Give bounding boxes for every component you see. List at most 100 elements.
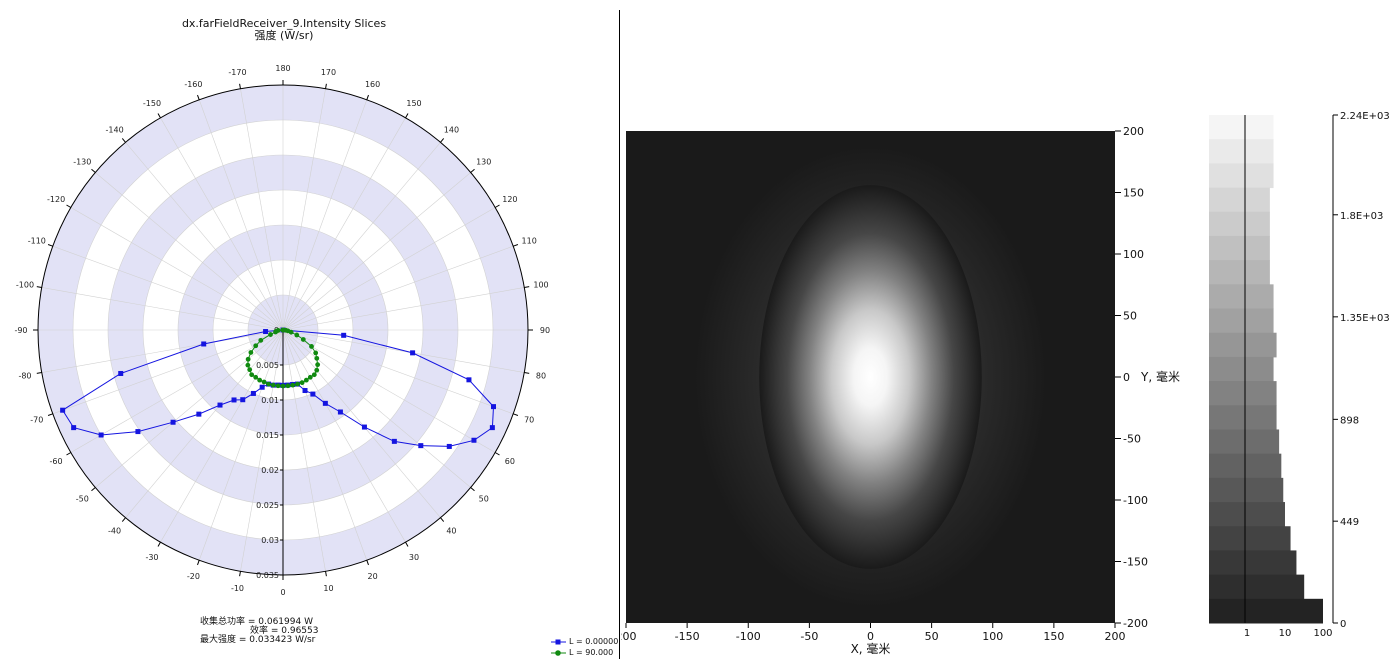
data-point bbox=[302, 388, 308, 394]
histogram-bar bbox=[1245, 235, 1270, 261]
polar-angle-tick bbox=[524, 372, 530, 374]
polar-radial-label: 0.005 bbox=[256, 361, 279, 370]
colorbar-segment bbox=[1209, 211, 1245, 237]
polar-angle-label: 50 bbox=[479, 494, 489, 503]
histogram-bar bbox=[1245, 381, 1277, 406]
polar-angle-tick bbox=[494, 452, 500, 456]
colorbar-label: 1.8E+03 bbox=[1340, 211, 1383, 222]
polar-spoke bbox=[41, 287, 284, 331]
heatmap-y-label: -200 bbox=[1123, 617, 1148, 630]
polar-stats: 收集总功率 = 0.061994 W 效率 = 0.96553 最大强度 = 0… bbox=[200, 618, 318, 645]
polar-angle-tick bbox=[157, 113, 161, 119]
polar-spoke bbox=[198, 99, 284, 331]
data-point bbox=[280, 327, 286, 333]
colorbar-segment bbox=[1209, 235, 1245, 261]
heatmap-y-label: -50 bbox=[1123, 433, 1141, 446]
polar-angle-tick bbox=[524, 286, 530, 288]
data-point bbox=[490, 404, 496, 410]
polar-spoke bbox=[282, 142, 441, 331]
polar-radial-label: 0.025 bbox=[256, 501, 279, 510]
polar-radial-label: 0.02 bbox=[261, 466, 279, 475]
data-point bbox=[98, 432, 104, 438]
polar-angle-tick bbox=[91, 168, 96, 173]
data-point bbox=[275, 383, 281, 389]
polar-spoke bbox=[282, 329, 525, 373]
polar-spoke bbox=[282, 287, 525, 331]
polar-angle-label: -80 bbox=[18, 371, 31, 380]
data-point bbox=[418, 443, 424, 449]
colorbar-label: 2.24E+03 bbox=[1340, 111, 1390, 122]
colorbar-segment bbox=[1209, 502, 1245, 527]
data-point bbox=[313, 350, 319, 356]
colorbar-segment bbox=[1209, 550, 1245, 576]
heatmap-x-label: 150 bbox=[1043, 630, 1064, 643]
polar-spoke bbox=[282, 88, 326, 331]
polar-angle-label: 80 bbox=[536, 371, 546, 380]
data-point bbox=[257, 377, 263, 383]
heatmap-spot bbox=[759, 185, 982, 569]
heatmap-x-label: -50 bbox=[800, 630, 818, 643]
polar-angle-tick bbox=[91, 487, 96, 492]
series-l0 bbox=[60, 327, 496, 449]
legend-circle-marker-icon bbox=[551, 648, 566, 658]
polar-angle-tick bbox=[470, 487, 475, 492]
polar-angle-tick bbox=[197, 94, 200, 100]
polar-angle-label: -90 bbox=[14, 326, 27, 335]
heatmap-x-label: 0 bbox=[867, 630, 874, 643]
polar-radial-label: 0.03 bbox=[261, 536, 279, 545]
data-point bbox=[135, 429, 141, 435]
polar-radial-label: 0.015 bbox=[256, 431, 279, 440]
data-point bbox=[231, 397, 237, 403]
data-point bbox=[299, 380, 305, 386]
polar-angle-label: 120 bbox=[502, 195, 517, 204]
heatmap-x-label: 50 bbox=[925, 630, 939, 643]
polar-spoke bbox=[282, 329, 368, 561]
histogram-tick-label: 1 bbox=[1244, 628, 1250, 639]
heatmap-y-label: 50 bbox=[1123, 310, 1137, 323]
polar-angle-label: -70 bbox=[30, 416, 43, 425]
data-point bbox=[294, 332, 300, 338]
data-point bbox=[250, 390, 256, 396]
heatmap-y-label: 0 bbox=[1123, 371, 1130, 384]
colorbar-label: 449 bbox=[1340, 517, 1359, 528]
polar-angle-label: -170 bbox=[228, 68, 246, 77]
colorbar-segment bbox=[1209, 308, 1245, 334]
colorbar-segment bbox=[1209, 429, 1245, 455]
polar-angle-tick bbox=[405, 113, 409, 119]
polar-angle-label: 140 bbox=[444, 125, 459, 134]
data-point bbox=[263, 329, 269, 335]
heatmap-x-label: -100 bbox=[736, 630, 761, 643]
data-point bbox=[337, 409, 343, 415]
data-point bbox=[341, 332, 347, 338]
polar-spoke bbox=[282, 329, 471, 488]
polar-angle-label: -100 bbox=[16, 281, 34, 290]
polar-spoke bbox=[282, 329, 326, 572]
colorbar-segment bbox=[1209, 115, 1245, 140]
data-point bbox=[361, 424, 367, 430]
histogram-bar bbox=[1245, 550, 1297, 576]
colorbar-segment bbox=[1209, 260, 1245, 285]
data-point bbox=[60, 407, 66, 413]
polar-spoke bbox=[95, 329, 284, 488]
histogram-bar bbox=[1245, 429, 1280, 455]
colorbar-segment bbox=[1209, 356, 1245, 382]
panel-divider bbox=[619, 10, 620, 659]
polar-angle-tick bbox=[470, 168, 475, 173]
polar-angle-tick bbox=[66, 204, 72, 208]
polar-plot: 180 1701601501401301201101009080706050403… bbox=[14, 64, 550, 597]
polar-angle-label: 150 bbox=[406, 99, 421, 108]
data-point bbox=[300, 337, 306, 342]
histogram-tick-label: 100 bbox=[1313, 628, 1332, 639]
data-point bbox=[290, 382, 296, 388]
data-point bbox=[170, 419, 176, 425]
polar-spoke bbox=[282, 99, 368, 331]
colorbar-label: 0 bbox=[1340, 619, 1346, 630]
histogram-bar bbox=[1245, 308, 1274, 334]
polar-angle-label: 10 bbox=[323, 584, 333, 593]
polar-angle-tick bbox=[440, 517, 445, 522]
data-point bbox=[247, 367, 253, 373]
heatmap-x-label: 200 bbox=[621, 630, 637, 643]
legend-label: L = 90.000 bbox=[569, 648, 614, 657]
